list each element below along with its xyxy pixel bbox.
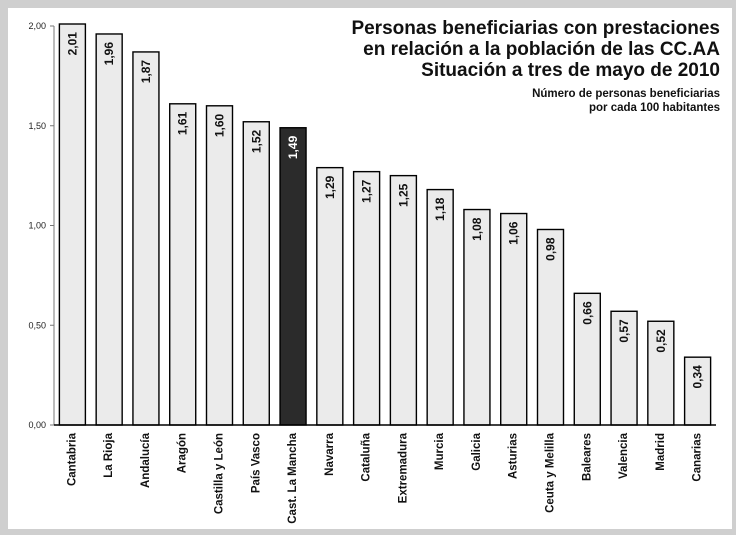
- bar: [500, 212, 528, 426]
- y-tick-label: 1,50: [28, 121, 46, 131]
- y-tick-label: 1,00: [28, 221, 46, 231]
- category-label: Valencia: [618, 432, 630, 479]
- category-label: Baleares: [581, 433, 593, 481]
- bar: [95, 33, 123, 426]
- bar: [169, 103, 197, 426]
- bar: [132, 51, 160, 426]
- bar-value-label: 0,34: [691, 365, 705, 389]
- bar-value-label: 1,49: [286, 135, 300, 159]
- bar-value-label: 1,08: [470, 217, 484, 241]
- y-tick-label: 2,00: [28, 21, 46, 31]
- category-label: La Rioja: [103, 432, 115, 477]
- chart-title-line-1: Personas beneficiarias con prestaciones: [351, 18, 720, 39]
- category-label: Extremadura: [397, 432, 409, 503]
- bar-value-label: 0,66: [580, 301, 594, 325]
- category-label: Cataluña: [361, 432, 373, 481]
- chart-title-line-2: en relación a la población de las CC.AA: [363, 39, 720, 60]
- category-label: Cantabria: [66, 432, 78, 486]
- category-label: País Vasco: [250, 433, 262, 493]
- bar: [279, 127, 307, 426]
- category-label: Galicia: [471, 432, 483, 470]
- category-label: Navarra: [324, 432, 336, 475]
- bar-value-label: 0,57: [617, 319, 631, 343]
- bar: [536, 228, 565, 426]
- bar-value-label: 1,06: [507, 221, 521, 245]
- category-label: Cast. La Mancha: [287, 432, 299, 523]
- bar-chart: 0,00 0,50 1,00 1,50 2,00 2,01 Cantabria 1,96 La …: [28, 21, 716, 524]
- chart-subtitle-line-2: por cada 100 habitantes: [588, 102, 720, 114]
- bar-value-label: 1,60: [213, 113, 227, 137]
- y-tick-label: 0,00: [28, 420, 46, 430]
- bar-value-label: 1,52: [249, 129, 263, 153]
- category-label: Andalucía: [140, 432, 152, 488]
- bar-value-label: 1,25: [396, 183, 410, 207]
- bar: [426, 188, 454, 426]
- y-tick-label: 0,50: [28, 320, 46, 330]
- chart-title-block: Personas beneficiarias con prestaciones …: [351, 18, 720, 115]
- chart-title-line-3: Situación a tres de mayo de 2010: [421, 60, 720, 81]
- bar-value-label: 0,98: [544, 237, 558, 261]
- chart-subtitle-line-1: Número de personas beneficiarias: [532, 88, 720, 100]
- category-label: Ceuta y Melilla: [545, 432, 557, 512]
- bar-value-label: 1,27: [360, 179, 374, 203]
- bar: [316, 166, 344, 426]
- bar-value-label: 1,18: [433, 197, 447, 221]
- bar: [58, 23, 87, 426]
- bar: [205, 105, 234, 426]
- bar-value-label: 1,61: [176, 111, 190, 135]
- category-label: Asturias: [508, 433, 520, 479]
- bar-value-label: 0,52: [654, 329, 668, 353]
- bar: [242, 121, 270, 426]
- chart-subtitle: Número de personas beneficiarias por cad…: [351, 87, 720, 115]
- category-label: Canarias: [692, 433, 704, 482]
- bar-value-label: 1,96: [102, 42, 116, 66]
- category-label: Castilla y León: [214, 433, 226, 514]
- bar-value-label: 1,29: [323, 175, 337, 199]
- bar: [389, 174, 418, 426]
- category-label: Madrid: [655, 433, 667, 471]
- chart-panel: 0,00 0,50 1,00 1,50 2,00 2,01 Cantabria 1,96 La …: [8, 8, 732, 529]
- bar-value-label: 1,87: [139, 60, 153, 84]
- bar-value-label: 2,01: [65, 32, 79, 56]
- category-label: Aragón: [177, 433, 189, 473]
- bar: [647, 320, 675, 426]
- category-label: Murcia: [434, 432, 446, 470]
- bar: [352, 170, 381, 426]
